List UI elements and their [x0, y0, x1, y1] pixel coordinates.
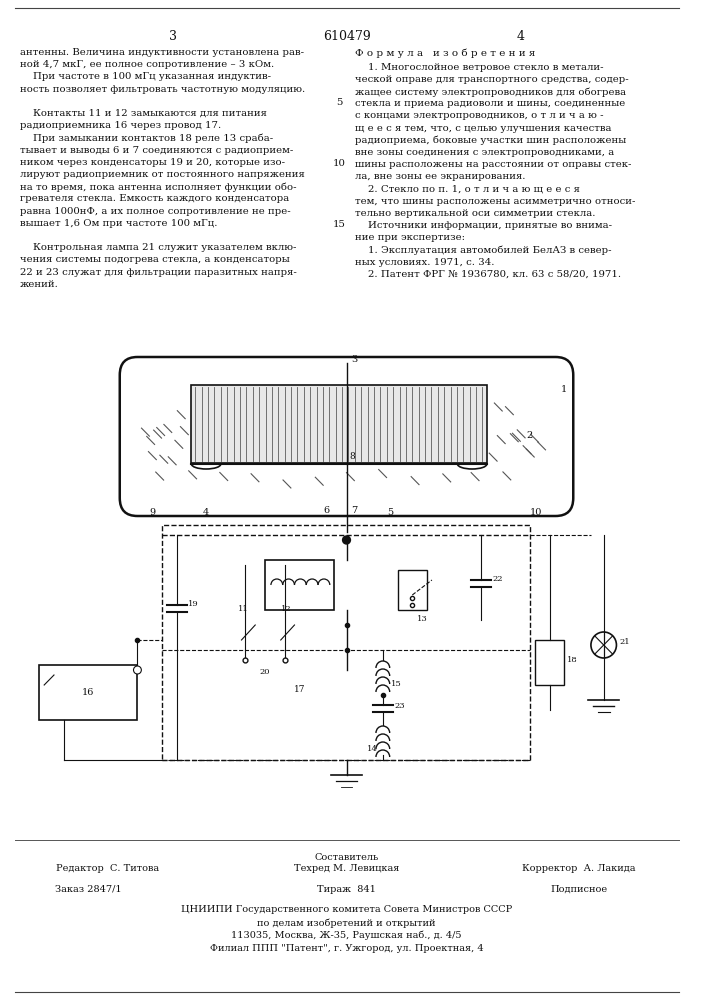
- Text: 18: 18: [568, 656, 578, 664]
- Text: ность позволяет фильтровать частотную модуляцию.: ность позволяет фильтровать частотную мо…: [20, 85, 305, 94]
- Text: радиоприемника 16 через провод 17.: радиоприемника 16 через провод 17.: [20, 121, 221, 130]
- Text: лируют радиоприемник от постоянного напряжения: лируют радиоприемник от постоянного напр…: [20, 170, 305, 179]
- Circle shape: [591, 632, 617, 658]
- Text: тем, что шины расположены асимметрично относи-: тем, что шины расположены асимметрично о…: [356, 197, 636, 206]
- Text: 2. Стекло по п. 1, о т л и ч а ю щ е е с я: 2. Стекло по п. 1, о т л и ч а ю щ е е с…: [356, 185, 580, 194]
- Text: 1. Эксплуатация автомобилей БелАЗ в север-: 1. Эксплуатация автомобилей БелАЗ в севе…: [356, 246, 612, 255]
- Text: 11: 11: [238, 605, 249, 613]
- Text: радиоприема, боковые участки шин расположены: радиоприема, боковые участки шин располо…: [356, 136, 626, 145]
- Text: 20: 20: [259, 668, 270, 676]
- Text: 610479: 610479: [322, 30, 370, 43]
- Bar: [535, 640, 564, 685]
- Bar: [40, 665, 137, 720]
- Text: гревателя стекла. Емкость каждого конденсатора: гревателя стекла. Емкость каждого конден…: [20, 194, 289, 203]
- Text: 8: 8: [349, 452, 355, 461]
- Text: ческой оправе для транспортного средства, содер-: ческой оправе для транспортного средства…: [356, 75, 629, 84]
- Text: ных условиях. 1971, с. 34.: ных условиях. 1971, с. 34.: [356, 258, 495, 267]
- Text: Техред М. Левицкая: Техред М. Левицкая: [294, 864, 399, 873]
- Text: 10: 10: [333, 159, 346, 168]
- Text: 22 и 23 служат для фильтрации паразитных напря-: 22 и 23 служат для фильтрации паразитных…: [20, 268, 296, 277]
- Text: При замыкании контактов 18 реле 13 сраба-: При замыкании контактов 18 реле 13 сраба…: [20, 133, 273, 143]
- Text: Ф о р м у л а   и з о б р е т е н и я: Ф о р м у л а и з о б р е т е н и я: [356, 48, 536, 57]
- Text: 5: 5: [387, 508, 394, 517]
- Text: 15: 15: [333, 220, 346, 229]
- Circle shape: [343, 536, 351, 544]
- Text: 6: 6: [324, 506, 330, 515]
- Text: Источники информации, принятые во внима-: Источники информации, принятые во внима-: [356, 221, 612, 230]
- Text: 4: 4: [516, 30, 525, 43]
- Text: При частоте в 100 мГц указанная индуктив-: При частоте в 100 мГц указанная индуктив…: [20, 72, 271, 81]
- Text: 22: 22: [493, 575, 503, 583]
- Text: Подписное: Подписное: [551, 885, 608, 894]
- Text: равна 1000нФ, а их полное сопротивление не пре-: равна 1000нФ, а их полное сопротивление …: [20, 207, 291, 216]
- Text: жащее систему электропроводников для обогрева: жащее систему электропроводников для обо…: [356, 87, 626, 97]
- Text: вышает 1,6 Ом при частоте 100 мГц.: вышает 1,6 Ом при частоте 100 мГц.: [20, 219, 217, 228]
- Text: 5: 5: [337, 98, 343, 107]
- Text: Тираж  841: Тираж 841: [317, 885, 376, 894]
- Text: 1. Многослойное ветровое стекло в метали-: 1. Многослойное ветровое стекло в метали…: [356, 63, 604, 72]
- Bar: [397, 570, 427, 610]
- Circle shape: [134, 666, 141, 674]
- Text: стекла и приема радиоволи и шины, соединенные: стекла и приема радиоволи и шины, соедин…: [356, 99, 626, 108]
- Text: антенны. Величина индуктивности установлена рав-: антенны. Величина индуктивности установл…: [20, 48, 303, 57]
- Text: 14: 14: [367, 745, 378, 753]
- Text: 2. Патент ФРГ № 1936780, кл. 63 с 58/20, 1971.: 2. Патент ФРГ № 1936780, кл. 63 с 58/20,…: [356, 270, 621, 279]
- Text: 113035, Москва, Ж-35, Раушская наб., д. 4/5: 113035, Москва, Ж-35, Раушская наб., д. …: [231, 931, 462, 940]
- Text: 16: 16: [82, 688, 95, 697]
- Text: Филиал ППП "Патент", г. Ужгород, ул. Проектная, 4: Филиал ППП "Патент", г. Ужгород, ул. Про…: [210, 944, 484, 953]
- Text: тельно вертикальной оси симметрии стекла.: тельно вертикальной оси симметрии стекла…: [356, 209, 596, 218]
- Text: 17: 17: [293, 685, 305, 694]
- Bar: [162, 525, 530, 760]
- Text: 3: 3: [169, 30, 177, 43]
- Text: 10: 10: [530, 508, 542, 517]
- Text: ником через конденсаторы 19 и 20, которые изо-: ником через конденсаторы 19 и 20, которы…: [20, 158, 285, 167]
- Text: 19: 19: [189, 600, 199, 608]
- Text: 21: 21: [619, 638, 630, 646]
- Text: шины расположены на расстоянии от оправы стек-: шины расположены на расстоянии от оправы…: [356, 160, 632, 169]
- Text: тывает и выводы 6 и 7 соединяются с радиоприем-: тывает и выводы 6 и 7 соединяются с ради…: [20, 146, 293, 155]
- Text: Контрольная лампа 21 служит указателем вклю-: Контрольная лампа 21 служит указателем в…: [20, 243, 296, 252]
- Text: 23: 23: [395, 702, 405, 710]
- Text: 3: 3: [351, 356, 358, 364]
- Text: Контакты 11 и 12 замыкаются для питания: Контакты 11 и 12 замыкаются для питания: [20, 109, 267, 118]
- Text: 4: 4: [203, 508, 209, 517]
- Text: 13: 13: [417, 615, 428, 623]
- Text: на то время, пока антенна исполняет функции обо-: на то время, пока антенна исполняет функ…: [20, 182, 296, 192]
- Text: с концами электропроводников, о т л и ч а ю -: с концами электропроводников, о т л и ч …: [356, 111, 604, 120]
- Text: по делам изобретений и открытий: по делам изобретений и открытий: [257, 918, 436, 928]
- Text: Редактор  С. Титова: Редактор С. Титова: [57, 864, 160, 873]
- Text: жений.: жений.: [20, 280, 59, 289]
- Text: Составитель: Составитель: [315, 853, 379, 862]
- Text: 15: 15: [391, 680, 402, 688]
- Text: ной 4,7 мкГ, ее полное сопротивление – 3 кОм.: ной 4,7 мкГ, ее полное сопротивление – 3…: [20, 60, 274, 69]
- Text: 7: 7: [351, 506, 358, 515]
- Text: 2: 2: [526, 430, 532, 440]
- Text: 9: 9: [149, 508, 156, 517]
- Bar: [192, 385, 487, 463]
- Text: ЦНИИПИ Государственного комитета Совета Министров СССР: ЦНИИПИ Государственного комитета Совета …: [181, 905, 512, 914]
- Text: щ е е с я тем, что, с целью улучшения качества: щ е е с я тем, что, с целью улучшения ка…: [356, 124, 612, 133]
- Text: Заказ 2847/1: Заказ 2847/1: [55, 885, 122, 894]
- Text: 12: 12: [281, 605, 292, 613]
- Text: ние при экспертизе:: ние при экспертизе:: [356, 233, 465, 242]
- Text: 1: 1: [561, 385, 567, 394]
- FancyBboxPatch shape: [119, 357, 573, 516]
- Text: чения системы подогрева стекла, а конденсаторы: чения системы подогрева стекла, а конден…: [20, 255, 289, 264]
- Bar: [265, 560, 334, 610]
- Text: Корректор  А. Лакида: Корректор А. Лакида: [522, 864, 636, 873]
- Text: ла, вне зоны ее экранирования.: ла, вне зоны ее экранирования.: [356, 172, 526, 181]
- Text: вне зоны соединения с электропроводниками, а: вне зоны соединения с электропроводникам…: [356, 148, 614, 157]
